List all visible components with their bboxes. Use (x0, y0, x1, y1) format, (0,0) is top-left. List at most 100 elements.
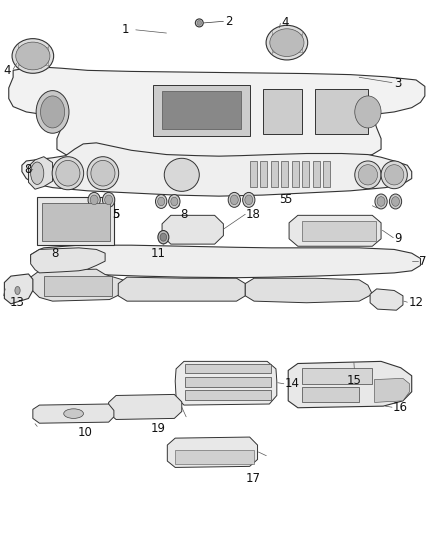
Ellipse shape (105, 195, 113, 205)
Text: 8: 8 (180, 208, 188, 221)
Text: 4: 4 (281, 16, 289, 29)
Ellipse shape (158, 197, 165, 206)
Ellipse shape (36, 91, 69, 133)
Ellipse shape (88, 192, 100, 207)
Ellipse shape (355, 96, 381, 128)
Ellipse shape (164, 158, 199, 191)
Text: 8: 8 (52, 247, 59, 260)
Text: 7: 7 (419, 255, 427, 268)
Ellipse shape (355, 161, 381, 189)
Text: 19: 19 (150, 422, 165, 435)
Text: 4: 4 (4, 64, 11, 77)
Ellipse shape (377, 197, 385, 206)
Ellipse shape (197, 21, 201, 26)
Polygon shape (33, 404, 114, 423)
Bar (42, 203, 110, 241)
Ellipse shape (270, 29, 304, 56)
Ellipse shape (358, 165, 378, 185)
Bar (323, 161, 330, 187)
Bar (260, 161, 267, 187)
Polygon shape (22, 143, 412, 196)
Text: 5: 5 (279, 193, 287, 206)
Text: 13: 13 (9, 296, 24, 309)
Text: 5: 5 (284, 193, 291, 206)
Polygon shape (31, 245, 420, 278)
Ellipse shape (230, 195, 238, 205)
Polygon shape (374, 378, 410, 402)
Ellipse shape (16, 42, 50, 70)
Ellipse shape (87, 157, 119, 190)
Polygon shape (289, 215, 381, 246)
Bar (313, 161, 320, 187)
Bar (37, 197, 114, 245)
Polygon shape (118, 277, 245, 301)
Polygon shape (9, 67, 425, 161)
Bar (302, 368, 372, 384)
Bar (315, 89, 368, 134)
Polygon shape (31, 248, 105, 273)
Text: 17: 17 (246, 472, 261, 484)
Ellipse shape (102, 192, 115, 207)
Ellipse shape (245, 195, 253, 205)
Text: 5: 5 (112, 208, 120, 221)
Ellipse shape (15, 286, 20, 294)
Ellipse shape (381, 161, 407, 189)
Ellipse shape (12, 39, 53, 73)
Bar (175, 450, 254, 464)
Ellipse shape (40, 96, 64, 128)
Ellipse shape (160, 233, 166, 241)
Bar (44, 276, 112, 296)
Bar (263, 89, 302, 134)
Ellipse shape (56, 160, 80, 186)
Text: 3: 3 (394, 77, 402, 90)
Ellipse shape (64, 409, 83, 418)
Ellipse shape (155, 195, 167, 208)
Ellipse shape (158, 230, 169, 244)
Ellipse shape (52, 157, 84, 190)
Bar (185, 390, 271, 400)
Bar (302, 387, 359, 402)
Ellipse shape (171, 197, 178, 206)
Bar (250, 161, 257, 187)
Polygon shape (109, 394, 182, 419)
Polygon shape (28, 157, 53, 189)
Bar (302, 221, 376, 241)
Polygon shape (245, 278, 372, 303)
Polygon shape (4, 274, 33, 304)
Bar (292, 161, 299, 187)
Text: 8: 8 (24, 163, 32, 176)
Bar (271, 161, 278, 187)
Ellipse shape (195, 19, 203, 27)
Bar (281, 161, 288, 187)
Polygon shape (175, 361, 277, 405)
Text: 9: 9 (394, 232, 402, 245)
Polygon shape (370, 289, 403, 310)
Ellipse shape (392, 197, 399, 206)
Text: 1: 1 (122, 23, 129, 36)
Bar (185, 364, 271, 373)
Ellipse shape (375, 194, 387, 209)
Bar (162, 91, 241, 129)
Bar (302, 161, 309, 187)
Polygon shape (288, 361, 412, 408)
Text: 5: 5 (112, 208, 120, 221)
Text: 18: 18 (246, 208, 261, 221)
Ellipse shape (243, 192, 255, 207)
Bar (185, 377, 271, 387)
Text: 14: 14 (285, 377, 300, 390)
Ellipse shape (266, 25, 307, 60)
Text: 10: 10 (78, 426, 93, 439)
Bar (153, 85, 250, 136)
Text: 16: 16 (393, 401, 408, 414)
Text: 2: 2 (226, 15, 233, 28)
Ellipse shape (228, 192, 240, 207)
Ellipse shape (31, 162, 44, 184)
Ellipse shape (385, 165, 404, 185)
Ellipse shape (91, 160, 115, 186)
Ellipse shape (389, 194, 402, 209)
Text: 11: 11 (150, 247, 165, 260)
Text: 12: 12 (408, 296, 423, 309)
Polygon shape (167, 437, 258, 467)
Polygon shape (162, 215, 223, 244)
Ellipse shape (169, 195, 180, 208)
